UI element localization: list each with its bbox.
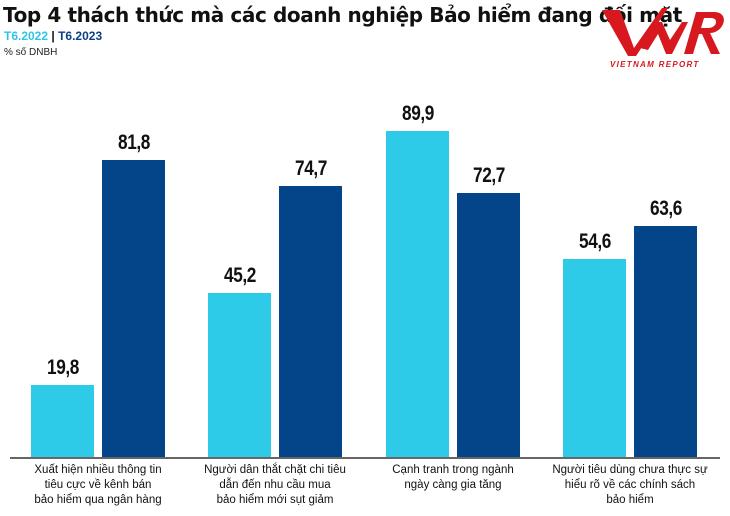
legend: T6.2022 | T6.2023 — [4, 29, 102, 43]
category-label-line: Người tiêu dùng chưa thực sự — [552, 464, 708, 476]
category-label-line: Người dân thắt chặt chi tiêu — [204, 464, 346, 476]
category-label-line: tiêu cực về kênh bán — [44, 479, 152, 491]
category-label-line: Xuất hiện nhiều thông tin — [34, 464, 162, 476]
logo-text: VIETNAM REPORT — [610, 60, 700, 69]
bar-t6-2023-cat1 — [102, 160, 165, 457]
category-label-line: bảo hiểm qua ngân hàng — [34, 494, 162, 506]
bar-t6-2023-cat3 — [457, 193, 520, 457]
legend-separator: | — [51, 29, 55, 43]
bar-t6-2022-cat3 — [386, 131, 449, 457]
legend-series-2022: T6.2022 — [4, 29, 49, 43]
vietnam-report-logo: VIETNAM REPORT — [600, 4, 728, 70]
bar-t6-2022-cat1 — [31, 385, 94, 457]
value-label: 19,8 — [46, 356, 79, 380]
value-label: 89,9 — [401, 102, 434, 125]
category-label-line: hiểu rõ về các chính sách — [564, 479, 696, 491]
category-label-line: bảo hiểm mới sụt giảm — [216, 494, 334, 506]
category-label: Xuất hiện nhiều thông tin tiêu cực về kên… — [13, 463, 183, 508]
value-label: 72,7 — [472, 164, 505, 188]
bar-t6-2022-cat2 — [208, 293, 271, 457]
category-label-line: bảo hiểm — [606, 494, 654, 506]
category-label-line: dẫn đến nhu cầu mua — [219, 479, 331, 491]
bar-t6-2023-cat2 — [279, 186, 342, 457]
value-label: 63,6 — [649, 197, 682, 221]
value-label: 74,7 — [294, 157, 327, 181]
category-label-line: ngày càng gia tăng — [404, 479, 502, 491]
value-label: 81,8 — [117, 131, 150, 155]
chart-title: Top 4 thách thức mà các doanh nghiệp Bảo… — [3, 3, 682, 27]
value-label: 54,6 — [578, 230, 611, 253]
bar-t6-2023-cat4 — [634, 226, 697, 457]
unit-label: % số DNBH — [4, 47, 58, 58]
vnr-logo-icon — [602, 8, 724, 56]
legend-series-2023: T6.2023 — [58, 29, 103, 43]
category-label: Cạnh tranh trong ngành ngày càng gia tăng — [368, 463, 538, 493]
value-label: 45,2 — [223, 264, 256, 288]
category-label: Người tiêu dùng chưa thực sự hiểu rõ về c… — [545, 463, 715, 508]
category-label: Người dân thắt chặt chi tiêu dẫn đến nhu … — [190, 463, 360, 508]
x-axis-line — [10, 457, 720, 459]
bar-t6-2022-cat4 — [563, 259, 626, 457]
category-label-line: Cạnh tranh trong ngành — [392, 464, 514, 476]
